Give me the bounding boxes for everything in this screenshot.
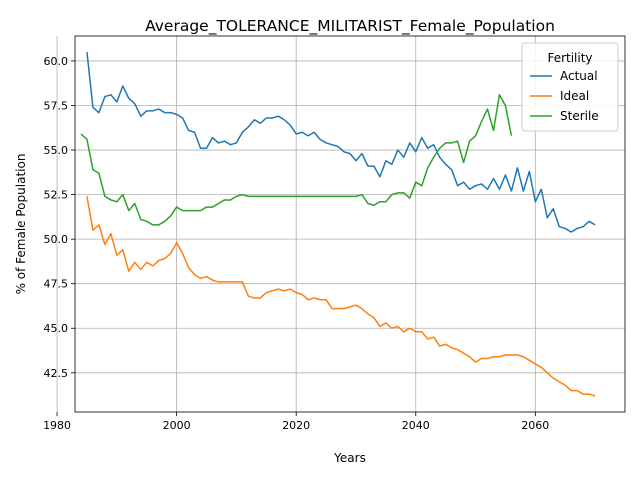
x-tick-label: 2020 [282, 419, 310, 432]
x-axis-ticks: 1980 2000 2020 2040 2060 [43, 412, 549, 432]
legend-label-ideal: Ideal [560, 89, 589, 103]
y-tick-label: 42.5 [44, 367, 69, 380]
y-axis-label: % of Female Population [14, 154, 28, 295]
chart-title: Average_TOLERANCE_MILITARIST_Female_Popu… [145, 17, 555, 36]
plot-frame [74, 35, 626, 413]
series-layer [80, 51, 596, 397]
y-tick-label: 60.0 [44, 55, 69, 68]
x-tick-label: 2040 [402, 419, 430, 432]
x-tick-label: 2060 [521, 419, 549, 432]
y-tick-label: 52.5 [44, 189, 69, 202]
legend: Fertility Actual Ideal Sterile [521, 42, 619, 132]
series-line-actual [86, 51, 596, 233]
y-axis-ticks: 42.5 45.0 47.5 50.0 52.5 55.0 57.5 60.0 [44, 55, 75, 380]
legend-box [521, 42, 619, 132]
y-tick-label: 55.0 [44, 144, 69, 157]
x-tick-label: 1980 [43, 419, 71, 432]
y-tick-label: 50.0 [44, 233, 69, 246]
series-line-sterile [80, 94, 513, 226]
legend-label-actual: Actual [560, 69, 598, 83]
legend-label-sterile: Sterile [560, 109, 599, 123]
legend-title: Fertility [547, 51, 592, 65]
x-axis-label: Years [333, 451, 366, 465]
x-tick-label: 2000 [163, 419, 191, 432]
y-tick-label: 45.0 [44, 322, 69, 335]
series-line-ideal [86, 196, 596, 397]
y-tick-label: 57.5 [44, 99, 69, 112]
y-tick-label: 47.5 [44, 278, 69, 291]
legend-items: Actual Ideal Sterile [530, 69, 599, 123]
